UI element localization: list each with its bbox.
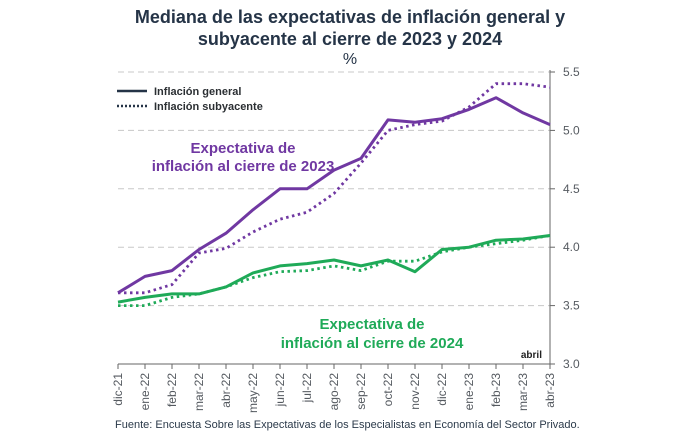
y-tick-label: 5.5 — [563, 65, 580, 79]
x-tick-label: may-22 — [246, 373, 260, 413]
series-line-2 — [118, 82, 551, 295]
x-tick-label: feb-23 — [489, 373, 503, 407]
legend-general-label: Inflación general — [154, 86, 241, 98]
legend-subyacente-label: Inflación subyacente — [154, 101, 263, 113]
x-tick-label: ene-23 — [462, 373, 476, 411]
chart-title-line-2: subyacente al cierre de 2023 y 2024 — [197, 29, 503, 49]
x-tick-label: abr-22 — [219, 373, 233, 408]
x-tick-label: jul-22 — [300, 373, 314, 404]
y-tick-label: 5.0 — [563, 123, 580, 137]
x-tick-label: feb-22 — [165, 373, 179, 407]
y-tick-label: 3.5 — [563, 299, 580, 313]
source-footnote: Fuente: Encuesta Sobre las Expectativas … — [115, 419, 580, 431]
month-marker-label: abril — [521, 350, 542, 361]
unit-label: % — [342, 51, 358, 68]
x-tick-label: sep-22 — [354, 373, 368, 410]
x-tick-label: dic-21 — [111, 373, 125, 406]
annotations: Expectativa de inflación al cierre de 20… — [152, 140, 543, 361]
series-line-1 — [117, 96, 551, 295]
annotation-2024-line1: Expectativa de — [319, 316, 424, 333]
x-tick-label: jun-22 — [273, 373, 287, 408]
axes: 3.0 3.5 4.0 4.5 5.0 5.5 dic-21 ene-22 feb-22 mar-… — [111, 65, 580, 413]
annotation-2023-line1: Expectativa de — [190, 140, 295, 157]
x-tick-label: mar-23 — [516, 373, 530, 411]
x-tick-label: abr-23 — [543, 373, 557, 408]
annotation-2023-line2: inflación al cierre de 2023 — [152, 158, 335, 175]
x-tick-label: ago-22 — [327, 373, 341, 411]
series-line-3 — [117, 234, 551, 304]
y-tick-label: 4.0 — [563, 240, 580, 254]
legend: Inflación general Inflación subyacente — [117, 86, 263, 113]
y-tick-label: 4.5 — [563, 182, 580, 196]
x-tick-label: nov-22 — [408, 373, 422, 410]
series-line-4 — [118, 234, 551, 308]
x-tick-label: oct-22 — [381, 373, 395, 407]
x-tick-label: dic-22 — [435, 373, 449, 406]
y-tick-label: 3.0 — [563, 357, 580, 371]
series-lines — [117, 82, 551, 308]
x-tick-label: ene-22 — [138, 373, 152, 411]
gridlines — [118, 71, 550, 307]
x-tick-label: mar-22 — [192, 373, 206, 411]
annotation-2024-line2: inflación al cierre de 2024 — [281, 335, 464, 352]
chart-title-line-1: Mediana de las expectativas de inflación… — [134, 7, 566, 27]
